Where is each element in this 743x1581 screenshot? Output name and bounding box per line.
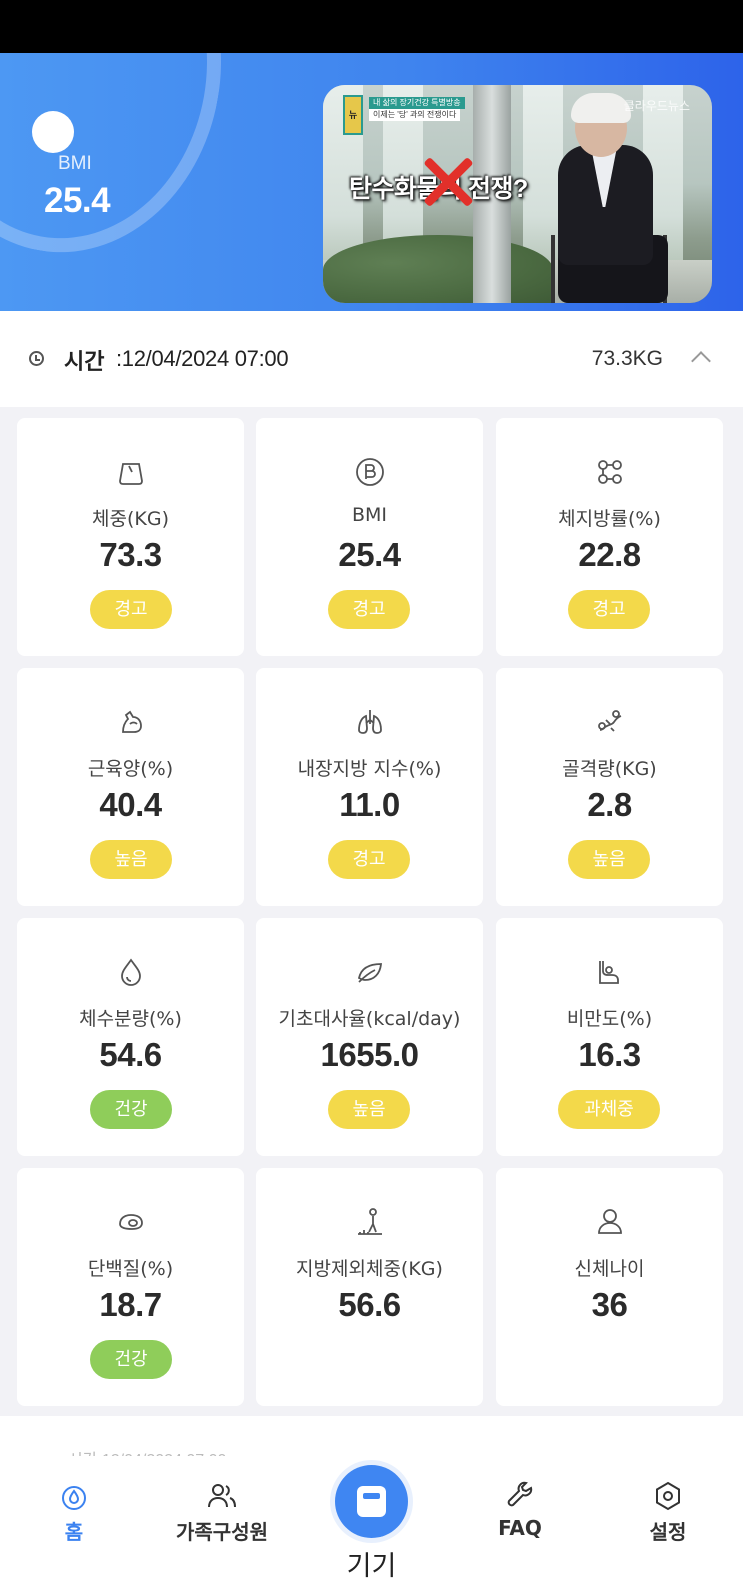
- metric-card-bmr[interactable]: 기초대사율(kcal/day) 1655.0 높음: [256, 918, 483, 1156]
- measurement-time-bar[interactable]: [0, 311, 743, 407]
- metric-value: 40.4: [99, 786, 162, 823]
- hero-bmi-label: BMI: [58, 153, 92, 174]
- metric-value: 22.8: [578, 536, 641, 573]
- water-drop-icon: [115, 956, 147, 988]
- chair-leg: [551, 235, 555, 303]
- status-badge: 경고: [568, 590, 650, 629]
- metric-label: 내장지방 지수(%): [297, 758, 442, 780]
- metric-value: 36: [591, 1286, 628, 1323]
- belly-icon: [594, 956, 626, 988]
- molecule-icon: [594, 456, 626, 488]
- status-badge: 건강: [90, 1090, 172, 1129]
- metric-value: 25.4: [338, 536, 401, 573]
- nav-faq[interactable]: FAQ: [460, 1480, 580, 1540]
- metric-label: 기초대사율(kcal/day): [278, 1008, 461, 1030]
- metric-value: 54.6: [99, 1036, 162, 1073]
- metric-label: 골격량(KG): [562, 758, 657, 780]
- bone-icon: [594, 706, 626, 738]
- nav-settings[interactable]: 설정: [608, 1480, 728, 1545]
- bmi-icon: [354, 456, 386, 488]
- metric-card-body-water[interactable]: 체수분량(%) 54.6 건강: [17, 918, 244, 1156]
- protein-icon: [115, 1206, 147, 1238]
- status-badge: 건강: [90, 1340, 172, 1379]
- status-badge: 과체중: [558, 1090, 660, 1129]
- video-pillar: [473, 85, 511, 303]
- metric-label: 근육양(%): [87, 758, 174, 780]
- bmi-gauge-arc: [0, 53, 249, 277]
- status-badge: 경고: [90, 590, 172, 629]
- metric-label: 체수분량(%): [79, 1008, 182, 1030]
- metric-label: 단백질(%): [87, 1258, 174, 1280]
- nav-home[interactable]: 홈: [14, 1480, 134, 1545]
- lungs-icon: [354, 706, 386, 738]
- leaf-icon: [354, 956, 386, 988]
- metric-label: 체지방률(%): [558, 508, 661, 530]
- settings-hex-icon: [652, 1480, 684, 1512]
- nav-family[interactable]: 가족구성원: [162, 1480, 282, 1545]
- video-badge: 뉴: [343, 95, 363, 135]
- presenter-hair: [571, 93, 631, 123]
- time-label: 시간: [64, 350, 105, 375]
- metric-label: BMI: [351, 504, 388, 526]
- metric-card-body-fat[interactable]: 체지방률(%) 22.8 경고: [496, 418, 723, 656]
- metric-label: 지방제외체중(KG): [296, 1258, 443, 1280]
- time-value: :12/04/2024 07:00: [116, 346, 289, 371]
- metric-card-lean-mass[interactable]: 지방제외체중(KG) 56.6: [256, 1168, 483, 1406]
- metric-label: 비만도(%): [566, 1008, 653, 1030]
- muscle-icon: [115, 706, 147, 738]
- scale-icon: [115, 456, 147, 488]
- family-icon: [206, 1480, 238, 1512]
- status-badge: 높음: [328, 1090, 410, 1129]
- metric-value: 1655.0: [320, 1036, 419, 1073]
- nav-device-label[interactable]: 기기: [346, 1551, 397, 1581]
- hero-banner: BMI 25.4 뉴 내 삶의 장기건강 특별방송 이제는 '당' 과의 전쟁이…: [0, 53, 743, 311]
- metric-card-bone-mass[interactable]: 골격량(KG) 2.8 높음: [496, 668, 723, 906]
- metric-card-muscle[interactable]: 근육양(%) 40.4 높음: [17, 668, 244, 906]
- metric-value: 73.3: [99, 536, 162, 573]
- video-bush: [323, 235, 553, 303]
- nav-family-label: 가족구성원: [176, 1520, 268, 1544]
- metric-label: 체중(KG): [92, 508, 169, 530]
- person-icon: [594, 1206, 626, 1238]
- metric-card-body-age[interactable]: 신체나이 36: [496, 1168, 723, 1406]
- clock-icon: [29, 351, 44, 366]
- hero-bmi-value: 25.4: [44, 181, 111, 220]
- metric-card-protein[interactable]: 단백질(%) 18.7 건강: [17, 1168, 244, 1406]
- status-bar: [0, 0, 743, 53]
- metric-value: 16.3: [578, 1036, 641, 1073]
- status-badge: 높음: [90, 840, 172, 879]
- metric-card-visceral-fat[interactable]: 내장지방 지수(%) 11.0 경고: [256, 668, 483, 906]
- nav-home-label: 홈: [64, 1520, 84, 1544]
- metric-card-bmi[interactable]: BMI 25.4 경고: [256, 418, 483, 656]
- metric-label: 신체나이: [574, 1258, 645, 1280]
- video-channel-logo: 클라우드뉴스: [623, 99, 690, 113]
- scale-device-icon: [357, 1486, 386, 1517]
- metric-card-weight[interactable]: 체중(KG) 73.3 경고: [17, 418, 244, 656]
- wrench-icon: [504, 1480, 536, 1512]
- status-badge: 경고: [328, 840, 410, 879]
- time-weight: 73.3KG: [591, 347, 663, 370]
- home-drop-icon: [58, 1480, 90, 1512]
- metric-value: 11.0: [339, 786, 400, 823]
- metric-card-obesity[interactable]: 비만도(%) 16.3 과체중: [496, 918, 723, 1156]
- nav-device-button[interactable]: [335, 1465, 408, 1538]
- bmi-gauge-indicator: [32, 111, 74, 153]
- video-caption-top: 내 삶의 장기건강 특별방송: [369, 97, 465, 109]
- metric-value: 56.6: [338, 1286, 401, 1323]
- video-caption-bottom: 이제는 '당' 과의 전쟁이다: [369, 109, 461, 121]
- video-ad-card[interactable]: 뉴 내 삶의 장기건강 특별방송 이제는 '당' 과의 전쟁이다 클라우드뉴스 …: [323, 85, 712, 303]
- metric-value: 2.8: [587, 786, 632, 823]
- scrolled-time-peek: 시간:12/04/2024 07:00: [68, 1446, 268, 1456]
- body-fat-free-icon: [354, 1206, 386, 1238]
- status-badge: 경고: [328, 590, 410, 629]
- metric-value: 18.7: [99, 1286, 162, 1323]
- nav-settings-label: 설정: [649, 1520, 687, 1544]
- red-x-mark-icon: [421, 155, 475, 209]
- status-badge: 높음: [568, 840, 650, 879]
- nav-faq-label: FAQ: [498, 1516, 542, 1540]
